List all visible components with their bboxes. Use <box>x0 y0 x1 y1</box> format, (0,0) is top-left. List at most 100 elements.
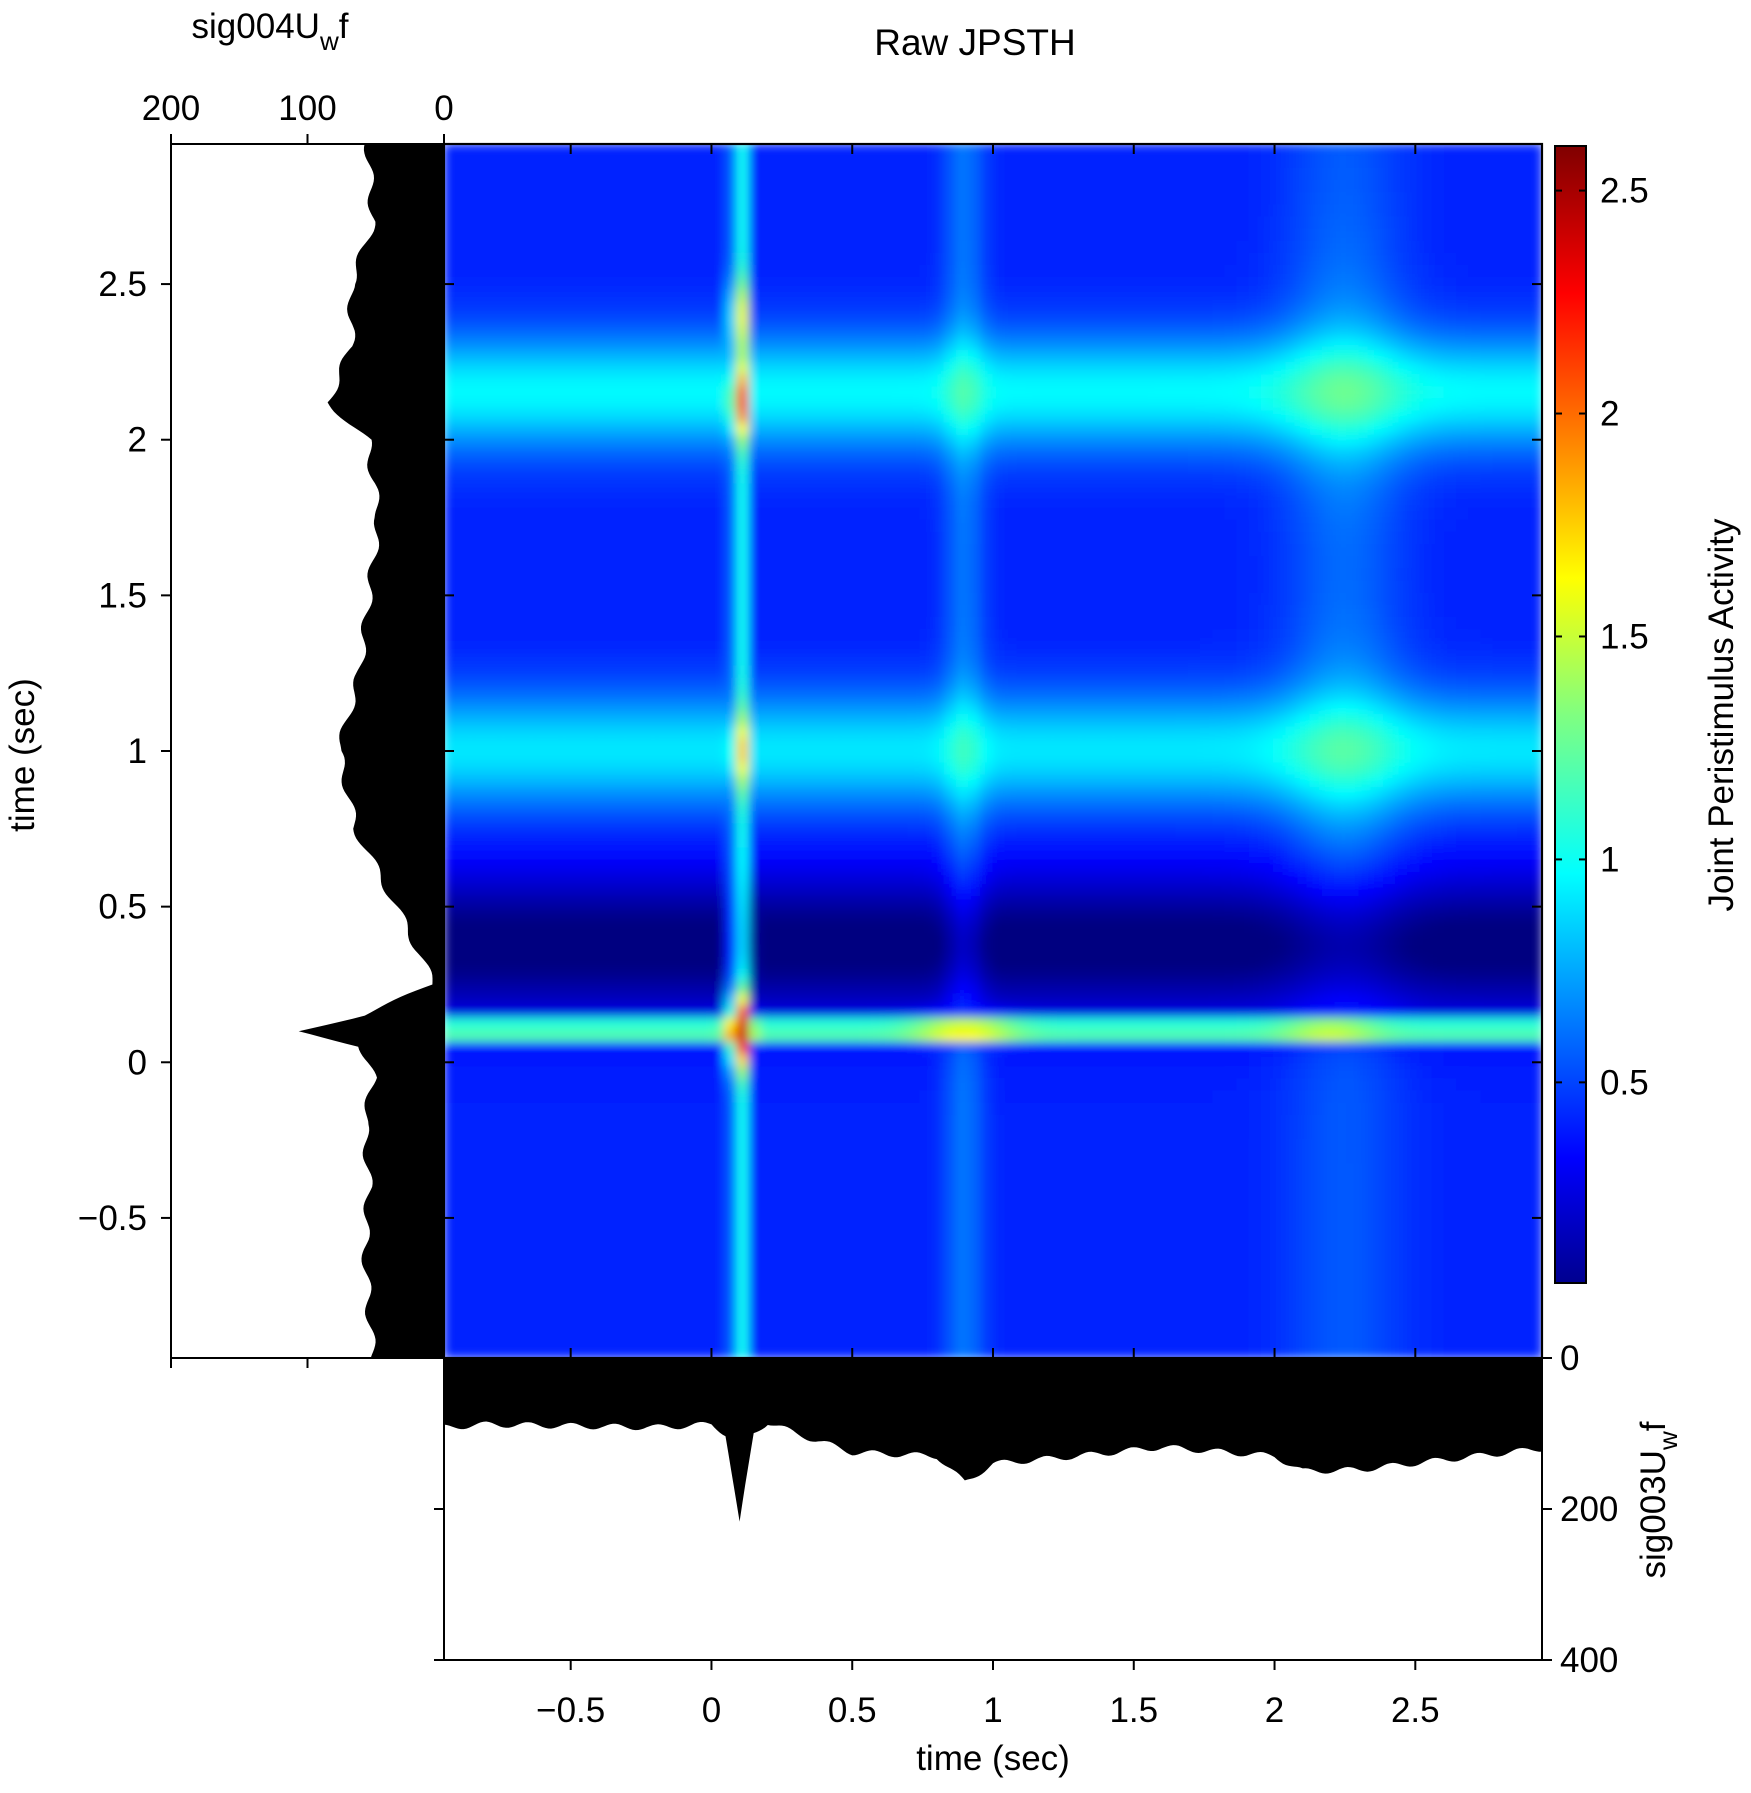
heatmap-cell <box>858 677 872 691</box>
heatmap-cell <box>785 459 799 473</box>
heatmap-cell <box>1224 629 1238 643</box>
heatmap-cell <box>528 386 543 400</box>
heatmap-cell <box>1309 786 1324 801</box>
heatmap-cell <box>699 799 714 813</box>
heatmap-cell <box>516 604 531 619</box>
heatmap-cell <box>541 689 555 704</box>
heatmap-cell <box>907 471 921 485</box>
heatmap-cell <box>797 325 811 339</box>
heatmap-cell <box>1138 568 1153 582</box>
heatmap-cell <box>919 471 933 485</box>
heatmap-cell <box>760 689 775 704</box>
heatmap-cell <box>602 762 616 776</box>
heatmap-cell <box>577 641 592 655</box>
heatmap-cell <box>1285 665 1299 679</box>
heatmap-cell <box>1480 349 1494 364</box>
heatmap-cell <box>1212 216 1226 230</box>
heatmap-cell <box>846 774 860 789</box>
heatmap-cell <box>1285 483 1299 497</box>
heatmap-cell <box>1346 786 1360 801</box>
heatmap-cell <box>1529 289 1542 303</box>
heatmap-cell <box>480 556 494 570</box>
heatmap-cell <box>1187 665 1202 679</box>
heatmap-cell <box>1102 568 1116 582</box>
heatmap-cell <box>589 641 604 655</box>
heatmap-cell <box>1151 604 1165 619</box>
heatmap-cell <box>1370 616 1385 631</box>
heatmap-cell <box>1102 714 1116 728</box>
heatmap-cell <box>1090 471 1104 485</box>
heatmap-cell <box>663 689 677 704</box>
heatmap-cell <box>614 434 628 449</box>
heatmap-cell <box>1431 192 1446 206</box>
heatmap-cell <box>1199 568 1214 582</box>
heatmap-cell <box>992 471 1006 485</box>
heatmap-cell <box>1004 362 1019 376</box>
heatmap-cell <box>675 774 689 789</box>
heatmap-cell <box>467 447 482 461</box>
heatmap-cell <box>699 422 714 437</box>
heatmap-cell <box>833 398 848 412</box>
heatmap-cell <box>1016 483 1031 497</box>
heatmap-cell <box>1443 544 1458 558</box>
heatmap-cell <box>1309 410 1324 424</box>
heatmap-cell <box>833 459 848 473</box>
heatmap-cell <box>467 192 482 206</box>
heatmap-cell <box>870 362 884 376</box>
heatmap-cell <box>772 167 787 182</box>
heatmap-cell <box>1065 252 1080 267</box>
heatmap-cell <box>1517 144 1531 157</box>
heatmap-cell <box>931 568 945 582</box>
heatmap-cell <box>1199 677 1214 691</box>
heatmap-cell <box>833 301 848 315</box>
heatmap-cell <box>1468 179 1482 194</box>
heatmap-cell <box>1419 337 1433 352</box>
heatmap-cell <box>1346 641 1360 655</box>
heatmap-cell <box>1102 544 1116 558</box>
heatmap-cell <box>444 313 457 327</box>
heatmap-cell <box>1443 204 1458 218</box>
heatmap-cell <box>1260 434 1275 449</box>
heatmap-cell <box>1102 653 1116 667</box>
heatmap-cell <box>1297 701 1311 716</box>
heatmap-cell <box>1102 689 1116 704</box>
heatmap-cell <box>614 192 628 206</box>
heatmap-cell <box>1517 604 1531 619</box>
heatmap-cell <box>1468 204 1482 218</box>
heatmap-cell <box>1199 495 1214 509</box>
heatmap-cell <box>1273 507 1287 522</box>
heatmap-cell <box>699 179 714 194</box>
heatmap-cell <box>650 216 665 230</box>
heatmap-cell <box>907 604 921 619</box>
heatmap-cell <box>553 216 567 230</box>
heatmap-cell <box>1456 750 1470 764</box>
heatmap-cell <box>699 228 714 242</box>
heatmap-cell <box>919 507 933 522</box>
heatmap-cell <box>1321 519 1336 534</box>
heatmap-cell <box>675 665 689 679</box>
heatmap-cell <box>1248 410 1263 424</box>
heatmap-cell <box>626 410 640 424</box>
heatmap-cell <box>444 325 457 339</box>
heatmap-cell <box>1407 616 1421 631</box>
heatmap-cell <box>1138 204 1153 218</box>
heatmap-cell <box>894 167 909 182</box>
heatmap-cell <box>1199 629 1214 643</box>
heatmap-cell <box>589 386 604 400</box>
heatmap-cell <box>638 167 653 182</box>
heatmap-cell <box>1090 774 1104 789</box>
heatmap-cell <box>1090 495 1104 509</box>
heatmap-cell <box>1016 799 1031 813</box>
heatmap-cell <box>565 228 579 242</box>
heatmap-cell <box>541 313 555 327</box>
heatmap-cell <box>846 447 860 461</box>
heatmap-cell <box>1004 301 1019 315</box>
heatmap-cell <box>846 580 860 594</box>
heatmap-cell <box>1382 459 1397 473</box>
heatmap-cell <box>1077 714 1092 728</box>
heatmap-cell <box>1212 616 1226 631</box>
heatmap-cell <box>1529 252 1542 267</box>
heatmap-cell <box>1480 762 1494 776</box>
heatmap-cell <box>955 204 970 218</box>
heatmap-cell <box>541 447 555 461</box>
